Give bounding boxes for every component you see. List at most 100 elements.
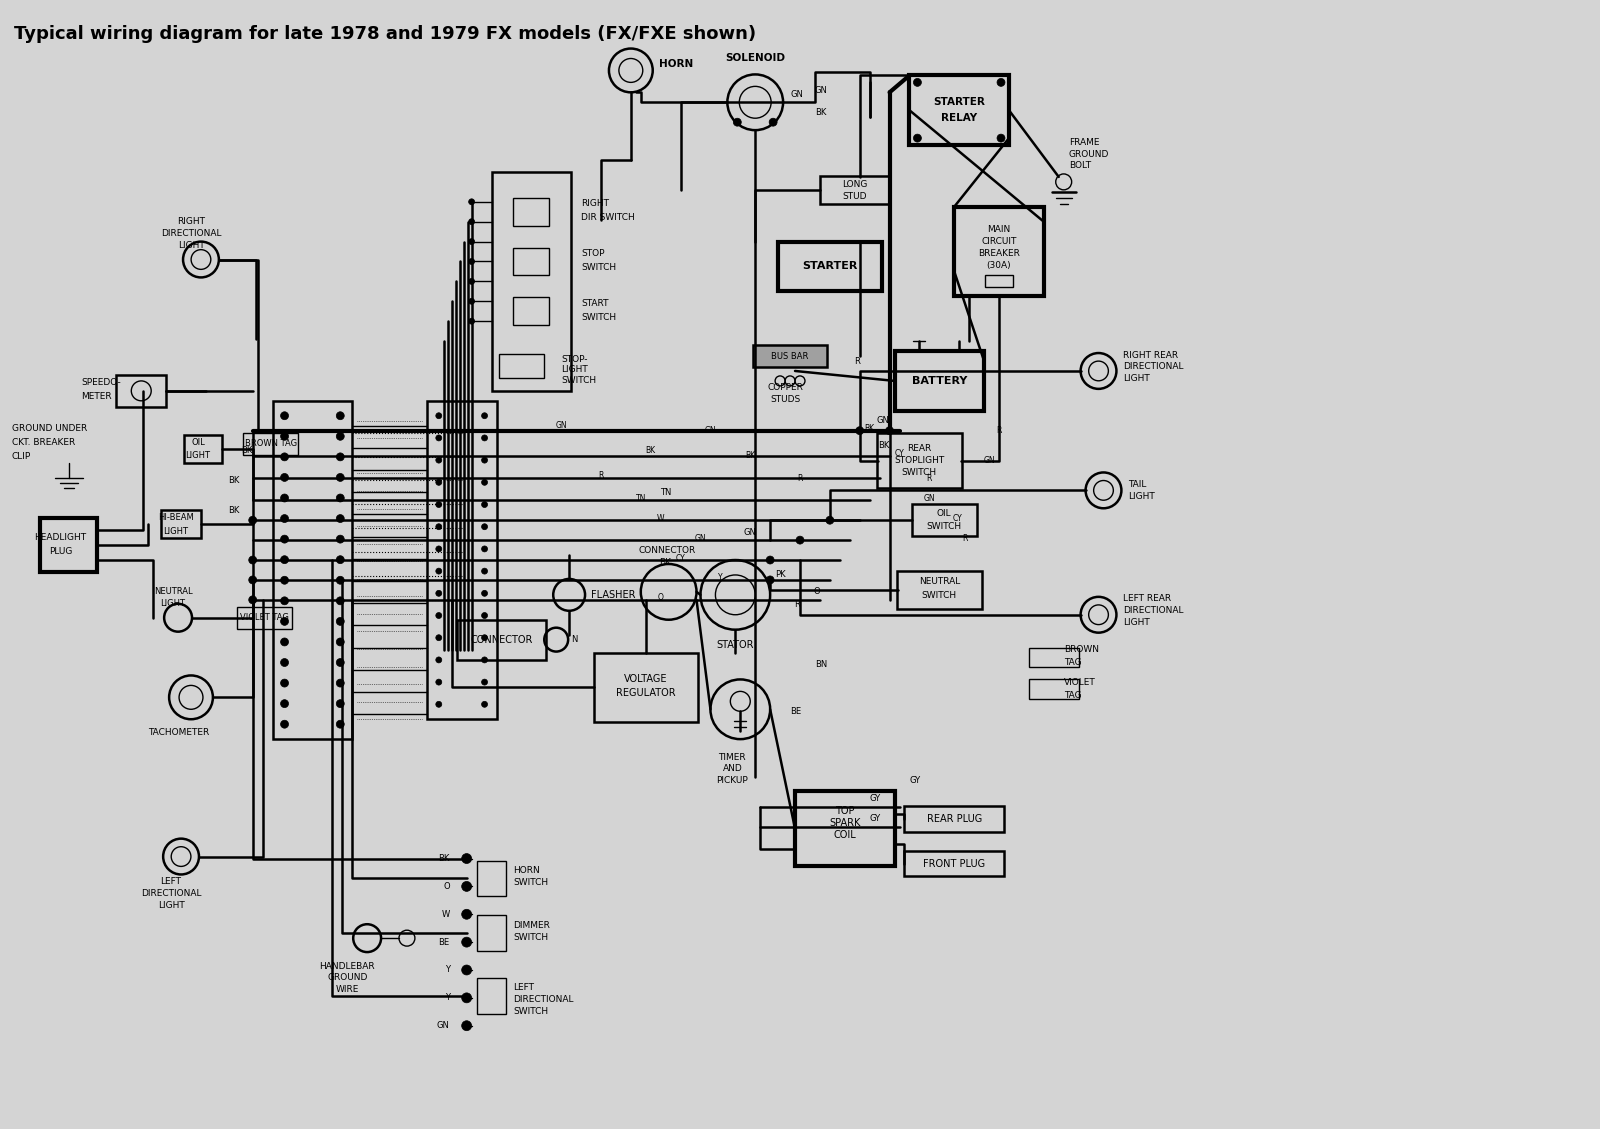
Circle shape [336, 680, 344, 688]
Text: TAIL: TAIL [1128, 480, 1147, 489]
Text: BK: BK [227, 506, 240, 515]
Text: O: O [658, 594, 664, 603]
Circle shape [435, 501, 442, 508]
Text: STOPLIGHT: STOPLIGHT [894, 456, 944, 465]
Text: TAG: TAG [1064, 691, 1082, 700]
Text: STATOR: STATOR [717, 640, 754, 649]
Circle shape [336, 555, 344, 563]
Bar [237, 606, 293, 629]
Text: MAIN: MAIN [987, 225, 1011, 234]
Circle shape [336, 597, 344, 605]
Circle shape [997, 78, 1005, 86]
Text: N: N [571, 636, 578, 645]
Circle shape [914, 134, 922, 142]
Bar [514, 247, 549, 275]
Circle shape [469, 279, 475, 285]
Circle shape [469, 259, 475, 264]
Text: CLIP: CLIP [11, 452, 30, 461]
Text: PICKUP: PICKUP [717, 777, 749, 786]
Text: CY: CY [952, 514, 962, 523]
Text: Y: Y [718, 574, 723, 583]
Text: NEUTRAL: NEUTRAL [918, 577, 960, 586]
Circle shape [766, 557, 774, 564]
Circle shape [336, 700, 344, 708]
Circle shape [280, 720, 288, 728]
Circle shape [280, 658, 288, 666]
Circle shape [462, 1021, 472, 1031]
Text: BK: BK [864, 425, 875, 434]
Circle shape [469, 199, 475, 204]
Circle shape [482, 701, 488, 707]
Circle shape [435, 568, 442, 575]
Bar [427, 401, 496, 719]
Circle shape [733, 119, 741, 126]
Text: METER: METER [82, 393, 112, 401]
Circle shape [482, 657, 488, 663]
Text: OIL: OIL [938, 509, 952, 518]
Circle shape [482, 590, 488, 596]
Text: BE: BE [438, 937, 450, 946]
Circle shape [336, 576, 344, 584]
Circle shape [469, 238, 475, 245]
Text: FLASHER: FLASHER [590, 589, 635, 599]
Circle shape [435, 524, 442, 530]
Text: COIL: COIL [834, 830, 856, 840]
Text: PLUG: PLUG [50, 546, 72, 555]
Text: BUS BAR: BUS BAR [771, 351, 808, 360]
Text: FRONT PLUG: FRONT PLUG [923, 858, 986, 868]
Circle shape [435, 680, 442, 685]
Bar [40, 518, 98, 572]
Text: CONNECTOR: CONNECTOR [638, 545, 696, 554]
Text: BK: BK [814, 107, 826, 116]
Text: GN: GN [814, 86, 827, 95]
Bar [898, 571, 982, 609]
Circle shape [482, 568, 488, 575]
Text: COPPER: COPPER [766, 384, 803, 393]
Text: DIR SWITCH: DIR SWITCH [581, 213, 635, 222]
Text: DIMMER: DIMMER [514, 921, 550, 929]
Circle shape [482, 634, 488, 640]
Text: LONG: LONG [842, 181, 867, 190]
Bar [477, 978, 507, 1014]
Circle shape [462, 909, 472, 919]
Text: STOP: STOP [581, 250, 605, 259]
Text: GN: GN [744, 527, 757, 536]
Text: GN: GN [704, 426, 717, 435]
Bar [243, 432, 298, 455]
Text: O: O [813, 587, 819, 596]
Text: R: R [854, 357, 859, 366]
Circle shape [914, 78, 922, 86]
Bar [877, 434, 962, 488]
Circle shape [462, 965, 472, 975]
Circle shape [336, 473, 344, 481]
Text: R: R [926, 474, 933, 483]
Circle shape [336, 618, 344, 625]
Bar [778, 242, 882, 291]
Text: Typical wiring diagram for late 1978 and 1979 FX models (FX/FXE shown): Typical wiring diagram for late 1978 and… [14, 25, 757, 43]
Text: W: W [658, 514, 664, 523]
Text: SWITCH: SWITCH [581, 313, 616, 322]
Circle shape [482, 501, 488, 508]
Bar [752, 345, 827, 367]
Text: CY: CY [675, 553, 685, 562]
Text: TACHOMETER: TACHOMETER [149, 728, 210, 736]
Circle shape [797, 536, 803, 544]
Text: LIGHT: LIGHT [160, 599, 186, 609]
Text: W: W [442, 910, 450, 919]
Text: LIGHT: LIGHT [562, 366, 587, 375]
Circle shape [336, 453, 344, 461]
Text: RIGHT: RIGHT [178, 217, 205, 226]
Bar [1029, 648, 1078, 667]
Text: BROWN TAG: BROWN TAG [245, 439, 296, 448]
Text: BATTERY: BATTERY [912, 376, 966, 386]
Text: TN: TN [635, 493, 646, 502]
Text: STOP-: STOP- [562, 355, 587, 364]
Text: GROUND UNDER: GROUND UNDER [11, 425, 86, 434]
Text: RELAY: RELAY [941, 113, 978, 123]
Text: RIGHT REAR: RIGHT REAR [1123, 350, 1179, 359]
Bar [272, 401, 352, 739]
Text: LIGHT: LIGHT [1128, 492, 1155, 501]
Circle shape [280, 515, 288, 523]
Bar [819, 176, 890, 203]
Text: GROUND: GROUND [326, 973, 368, 982]
